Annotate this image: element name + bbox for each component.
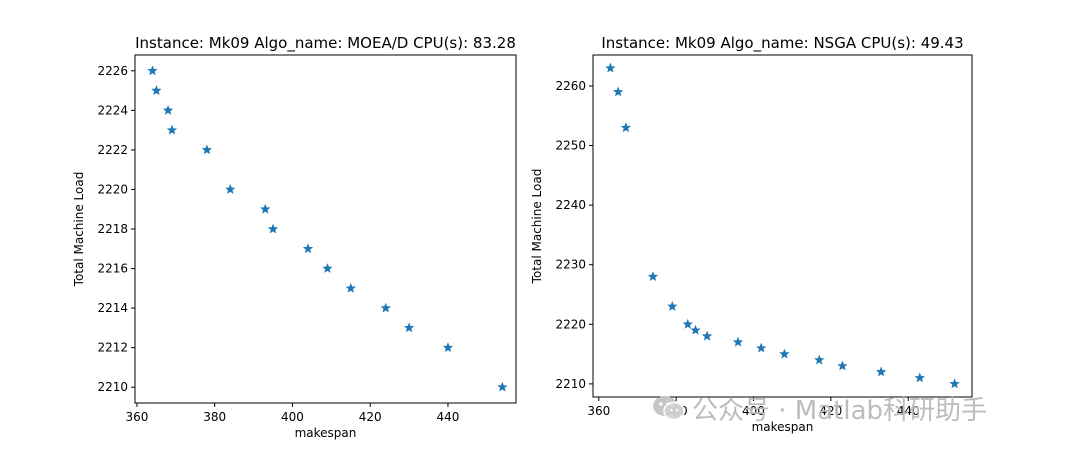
data-point	[612, 86, 624, 97]
x-tick-label: 440	[437, 410, 460, 424]
plot-frame	[592, 54, 973, 398]
x-tick-label: 380	[203, 410, 226, 424]
y-tick-label: 2210	[555, 377, 586, 391]
data-point	[162, 104, 174, 115]
nsga-scatter-chart: Instance: Mk09 Algo_name: NSGA CPU(s): 4…	[530, 34, 973, 434]
x-tick-label: 420	[819, 404, 842, 418]
data-point	[667, 301, 678, 311]
x-tick-label: 400	[742, 404, 765, 418]
data-point	[345, 282, 356, 293]
data-point	[151, 85, 162, 95]
chart-title: Instance: Mk09 Algo_name: MOEA/D CPU(s):…	[135, 34, 516, 53]
y-tick-label: 2250	[555, 139, 586, 153]
data-point	[732, 336, 744, 347]
data-point	[620, 122, 632, 133]
data-point	[442, 342, 454, 353]
y-tick-label: 2260	[555, 79, 586, 93]
data-point	[605, 62, 616, 73]
x-tick-label: 360	[587, 404, 610, 418]
y-tick-label: 2210	[97, 380, 128, 394]
data-point	[267, 223, 279, 234]
data-point	[201, 144, 213, 155]
data-point	[690, 324, 701, 335]
x-tick-label: 380	[665, 404, 688, 418]
y-tick-label: 2214	[97, 301, 128, 315]
data-point	[837, 360, 848, 371]
data-point	[322, 263, 333, 273]
chart-title: Instance: Mk09 Algo_name: NSGA CPU(s): 4…	[601, 34, 963, 53]
y-axis-label: Total Machine Load	[530, 169, 544, 285]
data-point	[779, 348, 790, 359]
data-point	[682, 318, 693, 329]
x-tick-label: 420	[359, 410, 382, 424]
y-tick-label: 2218	[97, 222, 128, 236]
data-point	[403, 322, 415, 333]
x-tick-label: 440	[897, 404, 920, 418]
data-point	[914, 372, 925, 383]
y-axis-label: Total Machine Load	[72, 172, 86, 288]
y-tick-label: 2222	[97, 143, 128, 157]
plot-frame	[134, 54, 517, 404]
y-tick-label: 2220	[97, 182, 128, 196]
y-tick-label: 2240	[555, 198, 586, 212]
data-point	[497, 381, 508, 392]
y-tick-label: 2230	[555, 258, 586, 272]
data-point	[166, 124, 178, 135]
data-point	[225, 184, 236, 194]
y-tick-label: 2226	[97, 64, 128, 78]
data-point	[875, 366, 887, 377]
data-point	[701, 330, 713, 341]
data-point	[302, 243, 314, 254]
x-tick-label: 360	[125, 410, 148, 424]
y-tick-label: 2220	[555, 317, 586, 331]
x-axis-label: makespan	[295, 426, 357, 440]
y-tick-label: 2224	[97, 103, 128, 117]
data-point	[147, 65, 158, 76]
x-axis-label: makespan	[752, 420, 814, 434]
data-point	[756, 342, 767, 353]
data-point	[814, 354, 825, 365]
data-point	[647, 271, 659, 282]
data-point	[380, 302, 391, 313]
y-tick-label: 2212	[97, 341, 128, 355]
data-point	[260, 203, 271, 214]
y-tick-label: 2216	[97, 262, 128, 276]
x-tick-label: 400	[281, 410, 304, 424]
data-point	[949, 378, 960, 389]
moead-scatter-chart: Instance: Mk09 Algo_name: MOEA/D CPU(s):…	[72, 34, 517, 440]
